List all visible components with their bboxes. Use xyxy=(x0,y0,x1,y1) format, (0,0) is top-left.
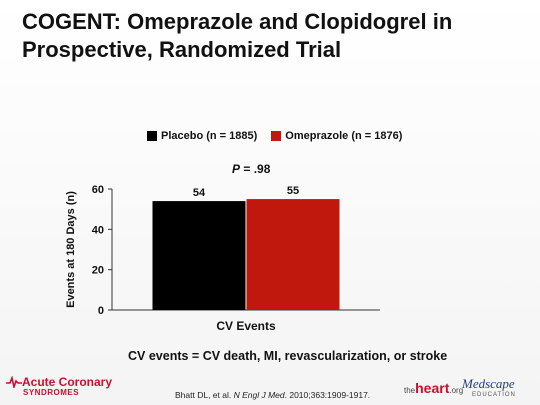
theheart-prefix: the xyxy=(404,386,416,395)
data-label: 54 xyxy=(193,187,206,199)
legend-item-omeprazole: Omeprazole (n = 1876) xyxy=(271,130,402,142)
y-tick-label: 0 xyxy=(98,305,104,317)
footnote: CV events = CV death, MI, revascularizat… xyxy=(128,349,448,363)
legend-swatch-omeprazole xyxy=(271,131,282,141)
citation-journal: N Engl J Med xyxy=(233,390,285,400)
citation: Bhatt DL, et al. N Engl J Med. 2010;363:… xyxy=(175,390,370,400)
legend-swatch-placebo xyxy=(147,131,157,141)
legend-label-omeprazole: Omeprazole (n = 1876) xyxy=(285,130,403,142)
y-tick-label: 40 xyxy=(92,224,104,236)
legend-item-placebo: Placebo (n = 1885) xyxy=(147,130,257,142)
chart-legend: Placebo (n = 1885) Omeprazole (n = 1876) xyxy=(147,130,416,142)
theheart-name: heart xyxy=(415,380,450,396)
theheart-suffix: .org xyxy=(449,386,464,395)
bar-omeprazole xyxy=(246,199,340,310)
data-label: 55 xyxy=(287,185,299,197)
acs-logo-bottom: SYNDROMES xyxy=(23,388,80,397)
bar-chart: 0 20 40 60 Events at 180 Days (n) 54 55 CV Even… xyxy=(65,184,380,333)
citation-authors: Bhatt DL, et al. xyxy=(175,390,234,400)
citation-details: . 2010;363:1909-1917. xyxy=(284,390,371,400)
title-line-2: Prospective, Randomized Trial xyxy=(22,37,342,62)
p-value: P = .98 xyxy=(232,162,270,176)
y-tick-label: 20 xyxy=(92,265,104,277)
title-line-1: COGENT: Omeprazole and Clopidogrel in xyxy=(22,9,453,34)
acs-logo: Acute Coronary SYNDROMES xyxy=(6,376,112,397)
medscape-sub: EDUCATION xyxy=(472,392,516,398)
medscape-logo: Medscape EDUCATION xyxy=(462,376,516,398)
x-category-label: CV Events xyxy=(216,319,276,333)
bar-placebo xyxy=(152,201,246,310)
slide-title: COGENT: Omeprazole and Clopidogrel in Pr… xyxy=(22,8,522,64)
y-axis-label: Events at 180 Days (n) xyxy=(65,191,77,308)
p-value-symbol: P xyxy=(232,162,241,176)
acs-logo-top: Acute Coronary xyxy=(22,375,113,389)
heart-rhythm-icon xyxy=(6,376,22,388)
theheart-logo: theheart.org xyxy=(404,380,463,396)
medscape-name: Medscape xyxy=(462,376,515,391)
y-tick-label: 60 xyxy=(92,184,104,196)
legend-label-placebo: Placebo (n = 1885) xyxy=(161,130,258,142)
p-value-text: = .98 xyxy=(240,162,271,176)
